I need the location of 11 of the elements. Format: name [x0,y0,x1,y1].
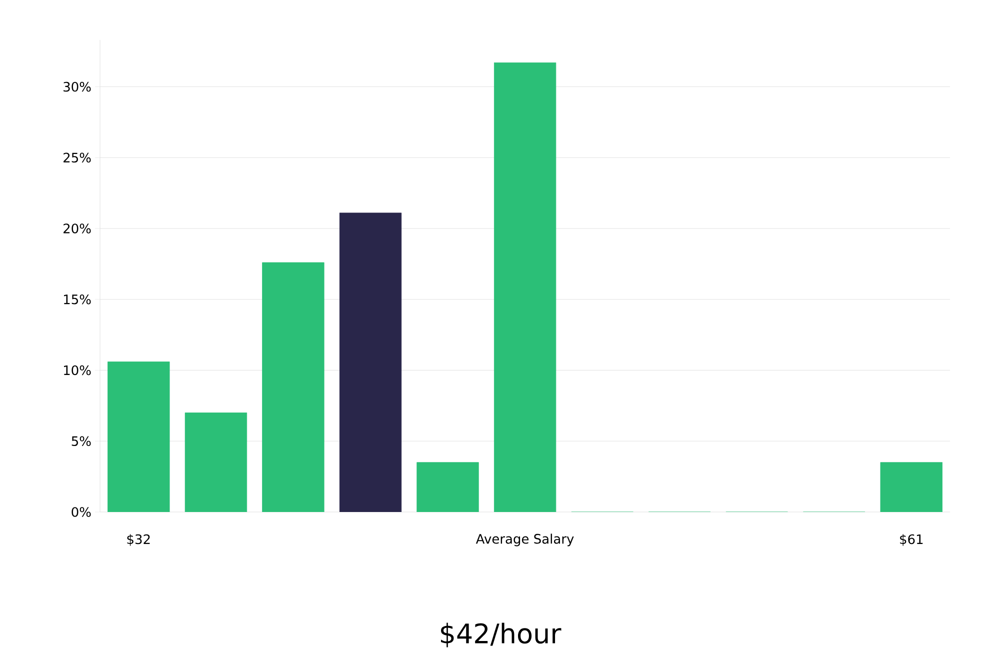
text: $42/hour [441,622,562,648]
x-axis-title: Average Salary [476,534,574,546]
y-tick-label: 20% [64,224,91,234]
y-tick-label: 10% [64,365,91,376]
y-tick-label: 25% [64,152,91,163]
y-tick-label: 30% [64,82,91,92]
x-tick-label: $61 [900,534,923,546]
y-tick-label: 15% [64,294,91,304]
y-tick-label: 0% [72,507,91,517]
x-tick-label: $32 [127,534,150,546]
y-tick-label: 5% [72,436,91,446]
